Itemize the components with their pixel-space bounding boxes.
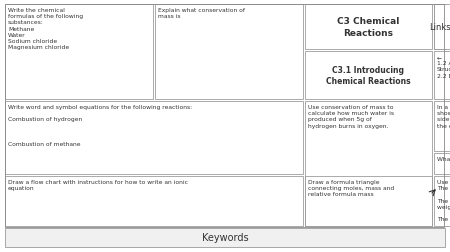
Text: In a half equation
showing oxidation, which
side of the equation will
the electr: In a half equation showing oxidation, wh… [437,105,450,128]
Bar [305,176,432,226]
Bar [5,5,153,100]
Text: Write word and symbol equations for the following reactions:

Combustion of hydr: Write word and symbol equations for the … [8,105,192,147]
Text: Draw a formula triangle
connecting moles, mass and
relative formula mass: Draw a formula triangle connecting moles… [308,179,394,197]
Bar [434,102,450,151]
Text: ←
1.2 Atomic
Structure
2.2 Bonding: ← 1.2 Atomic Structure 2.2 Bonding [437,55,450,78]
Bar [434,176,450,226]
Text: What is the definition of a mole?: What is the definition of a mole? [437,156,450,161]
Text: Use conservation of mass to
calculate how much water is
produced when 5g of
hydr: Use conservation of mass to calculate ho… [308,105,394,128]
Bar [5,102,303,174]
Bar [434,52,450,100]
Bar [305,102,432,226]
Text: Draw a flow chart with instructions for how to write an ionic
equation: Draw a flow chart with instructions for … [8,179,188,191]
Text: C3 Chemical
Reactions: C3 Chemical Reactions [338,17,400,37]
Bar [434,5,445,50]
Bar [5,5,444,227]
Text: Explain what conservation of
mass is: Explain what conservation of mass is [158,8,245,19]
Bar [305,52,432,100]
Bar [434,153,450,174]
Bar [434,5,450,50]
Text: C3.1 Introducing
Chemical Reactions: C3.1 Introducing Chemical Reactions [326,66,411,86]
Text: Keywords: Keywords [202,233,248,242]
Bar [5,228,445,247]
Text: Links: Links [429,23,450,32]
Bar [5,176,303,226]
Bar [305,5,432,50]
Text: Write the chemical
formulas of the following
substances:
Methane
Water
Sodium ch: Write the chemical formulas of the follo… [8,8,83,50]
Bar [155,5,303,100]
Text: Use this to calculate:
The mass of 0.25 moles of methane

The relative formula m: Use this to calculate: The mass of 0.25 … [437,179,450,221]
